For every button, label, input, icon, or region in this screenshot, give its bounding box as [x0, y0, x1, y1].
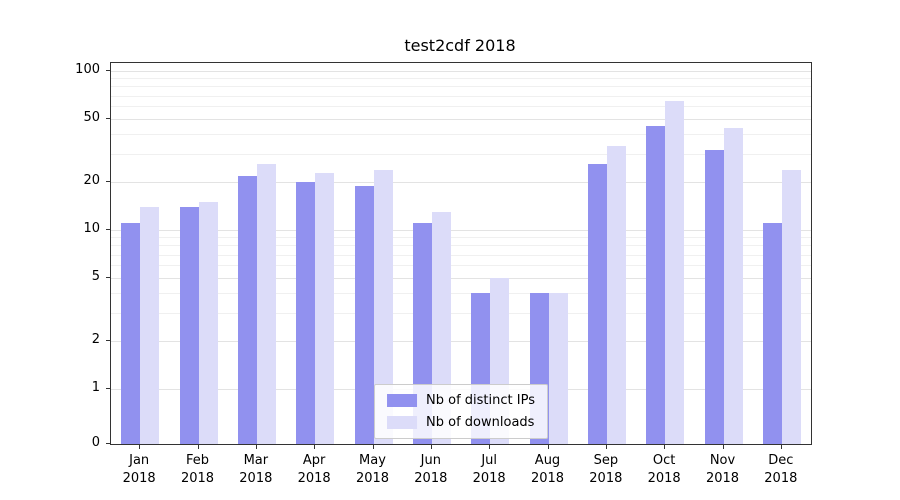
y-tick-mark: [106, 229, 110, 230]
bar-downloads: [781, 169, 801, 444]
x-tick-mark: [780, 445, 782, 449]
minor-gridline: [111, 254, 811, 256]
bar-downloads: [548, 293, 568, 444]
y-tick-label: 50: [83, 109, 100, 125]
minor-gridline: [111, 293, 811, 295]
legend-swatch-distinct-ips: [387, 394, 418, 407]
y-tick-label: 1: [91, 380, 100, 395]
x-tick-label: Apr 2018: [297, 453, 331, 486]
y-tick-mark: [106, 181, 110, 183]
bar-distinct-ips: [587, 164, 607, 444]
y-tick-label: 0: [91, 435, 100, 450]
x-tick-mark: [197, 445, 199, 449]
minor-gridline: [111, 154, 811, 156]
x-tick-mark: [314, 445, 316, 449]
minor-gridline: [111, 134, 811, 136]
bar-distinct-ips: [646, 126, 666, 444]
x-tick-label: Nov 2018: [705, 453, 740, 486]
minor-gridline: [111, 313, 811, 315]
major-gridline: [111, 118, 811, 120]
x-tick-label: Oct 2018: [647, 453, 681, 486]
x-tick-label: Feb 2018: [180, 453, 215, 486]
bar-downloads: [256, 164, 276, 444]
bar-downloads: [198, 202, 218, 444]
major-gridline: [111, 71, 811, 72]
major-gridline: [111, 341, 811, 343]
x-tick-mark: [722, 445, 724, 449]
y-tick-mark: [106, 443, 110, 444]
y-tick-label: 5: [91, 268, 100, 284]
bar-downloads: [665, 100, 685, 444]
bar-downloads: [315, 172, 335, 444]
major-gridline: [111, 277, 811, 279]
x-tick-label: May 2018: [355, 453, 390, 486]
bar-downloads: [606, 145, 626, 444]
y-tick-label: 2: [91, 332, 100, 348]
y-tick-label: 100: [75, 62, 100, 77]
bar-distinct-ips: [121, 223, 141, 444]
bar-downloads: [140, 206, 160, 444]
minor-gridline: [111, 86, 811, 88]
x-tick-mark: [430, 445, 432, 449]
chart-title: test2cdf 2018: [404, 36, 516, 55]
y-tick-mark: [106, 388, 110, 389]
legend-label-downloads: Nb of downloads: [426, 415, 535, 430]
bar-downloads: [723, 127, 743, 444]
bar-distinct-ips: [354, 185, 374, 444]
x-tick-mark: [605, 445, 607, 449]
legend: Nb of distinct IPs Nb of downloads: [374, 384, 548, 439]
x-tick-label: Mar 2018: [239, 453, 273, 486]
major-gridline: [111, 182, 811, 184]
x-tick-mark: [489, 445, 491, 449]
x-tick-mark: [139, 445, 141, 449]
minor-gridline: [111, 95, 811, 97]
x-tick-mark: [255, 445, 257, 449]
bar-distinct-ips: [237, 175, 257, 444]
x-tick-label: Jan 2018: [122, 453, 156, 486]
bar-distinct-ips: [762, 223, 782, 444]
y-tick-label: 20: [83, 173, 100, 189]
y-tick-mark: [106, 117, 110, 119]
bar-distinct-ips: [179, 206, 199, 444]
y-tick-mark: [106, 340, 110, 342]
legend-label-distinct-ips: Nb of distinct IPs: [426, 393, 535, 408]
x-tick-label: Aug 2018: [530, 453, 565, 486]
minor-gridline: [111, 245, 811, 247]
legend-entry-downloads: Nb of downloads: [387, 415, 535, 430]
x-tick-mark: [664, 445, 666, 449]
y-tick-mark: [106, 70, 110, 71]
minor-gridline: [111, 237, 811, 239]
minor-gridline: [111, 265, 811, 267]
bar-downloads: [373, 169, 393, 444]
y-tick-mark: [106, 276, 110, 278]
plot-area: Nb of distinct IPs Nb of downloads: [110, 62, 812, 445]
x-tick-mark: [547, 445, 549, 449]
x-tick-mark: [372, 445, 374, 449]
minor-gridline: [111, 78, 811, 80]
legend-swatch-downloads: [387, 416, 418, 429]
x-tick-label: Sep 2018: [589, 453, 623, 486]
x-tick-label: Dec 2018: [764, 453, 798, 486]
bar-distinct-ips: [296, 182, 316, 444]
bar-distinct-ips: [704, 149, 724, 444]
x-tick-label: Jul 2018: [472, 453, 506, 486]
major-gridline: [111, 230, 811, 231]
y-tick-label: 10: [83, 221, 100, 236]
legend-entry-distinct-ips: Nb of distinct IPs: [387, 393, 535, 408]
x-tick-label: Jun 2018: [414, 453, 448, 486]
minor-gridline: [111, 106, 811, 108]
